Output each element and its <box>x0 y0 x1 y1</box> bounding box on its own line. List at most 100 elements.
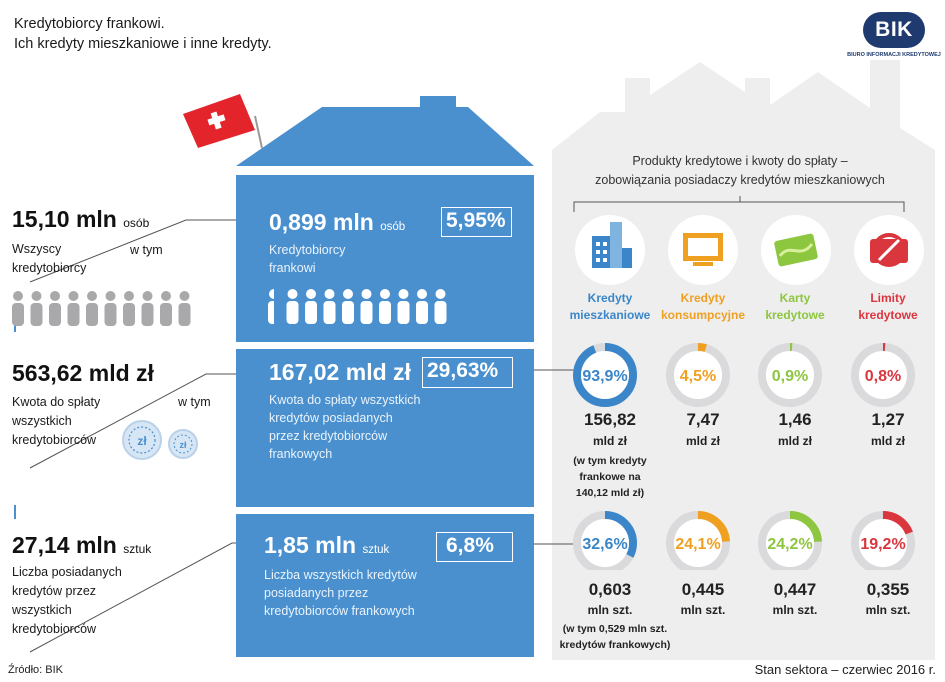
loans-label: Liczba posiadanych kredytów przez wszyst… <box>12 565 122 636</box>
person-icon <box>286 289 299 324</box>
donut-1-2: 24,2% <box>758 511 822 570</box>
flag-pole <box>254 115 263 149</box>
donut-label: 24,2% <box>767 536 812 553</box>
svg-text:zł: zł <box>179 440 187 450</box>
w-tym-label-2: w tym <box>178 395 211 409</box>
person-icon <box>141 291 154 326</box>
w-tym-label-1: w tym <box>130 243 163 257</box>
loans-total: 27,14 mln sztuk <box>12 532 152 558</box>
count-unit-1: mln szt. <box>680 603 726 617</box>
people-icons-box <box>268 288 447 325</box>
borrowers-total: 15,10 mln osób <box>12 206 150 232</box>
panel-bracket <box>573 201 905 212</box>
house-roof <box>236 96 534 166</box>
person-icon <box>49 291 61 326</box>
tv-icon <box>668 215 738 285</box>
donut-arc <box>573 343 637 407</box>
panel-title: Produkty kredytowe i kwoty do spłaty – z… <box>595 154 885 187</box>
amount-note: (w tym kredyty frankowe na 140,12 mld zł… <box>573 455 647 499</box>
person-icon <box>434 289 447 324</box>
franc-amount-box: 167,02 mld zł Kwota do spłaty wszystkich… <box>236 349 534 507</box>
donut-label: 0,9% <box>772 368 808 385</box>
donut-arc <box>666 511 730 570</box>
person-icon <box>178 291 191 326</box>
donut-0-1: 4,5% <box>666 343 730 407</box>
franc-amount-pct: 29,63% <box>427 359 499 382</box>
amount-value-2: 1,46 <box>778 410 812 429</box>
amount-value-3: 1,27 <box>871 410 905 429</box>
donut-arc <box>666 343 730 407</box>
connector-2 <box>29 373 236 469</box>
donut-0-3: 0,8% <box>851 343 915 407</box>
count-value-1: 0,445 <box>681 580 725 599</box>
franc-loans-box: 1,85 mln sztuk Liczba wszystkich kredytó… <box>236 514 534 657</box>
donut-label: 19,2% <box>860 536 905 553</box>
donut-arc <box>758 511 822 570</box>
swiss-flag-icon <box>183 94 255 148</box>
donut-arc <box>758 343 822 407</box>
person-icon <box>30 291 43 326</box>
amount-value-1: 7,47 <box>686 410 720 429</box>
panel-background <box>552 60 935 660</box>
connector-3 <box>29 542 236 653</box>
coin-icons: zł zł <box>122 420 198 460</box>
franc-loans-pct: 6,8% <box>446 534 494 557</box>
donut-label: 4,5% <box>680 368 716 385</box>
donut-label: 32,6% <box>582 536 627 553</box>
category-label-limity: Limity kredytowe <box>858 291 918 322</box>
amount-unit-1: mld zł <box>685 434 720 448</box>
count-unit-0: mln szt. <box>587 603 633 617</box>
person-icon <box>160 291 172 326</box>
person-icon <box>268 288 281 325</box>
donut-arc <box>851 343 915 407</box>
donut-arc <box>851 511 915 570</box>
person-icon <box>104 291 117 326</box>
franc-borrowers-box: 0,899 mln osób Kredytobiorcy frankowi 5,… <box>236 175 534 342</box>
donut-0-0: 93,9% <box>573 343 637 407</box>
person-icon <box>397 289 410 324</box>
person-icon <box>305 289 317 324</box>
amount-unit-3: mld zł <box>870 434 905 448</box>
donut-label: 24,1% <box>675 536 720 553</box>
amount-value-0: 156,82 <box>584 410 636 429</box>
person-icon <box>123 291 135 326</box>
bik-logo: BIK BIURO INFORMACJI KREDYTOWEJ <box>846 12 942 62</box>
no-limit-icon <box>854 215 924 285</box>
page-title: Kredytobiorcy frankowi. Ich kredyty mies… <box>14 16 272 52</box>
connector-1 <box>29 219 236 283</box>
count-unit-2: mln szt. <box>772 603 818 617</box>
count-value-0: 0,603 <box>588 580 632 599</box>
amount-total: 563,62 mld zł <box>12 360 154 386</box>
donut-1-1: 24,1% <box>666 511 730 570</box>
donut-0-2: 0,9% <box>758 343 822 407</box>
amount-unit-0: mld zł <box>592 434 627 448</box>
svg-text:zł: zł <box>137 434 147 448</box>
franc-borrowers-pct: 5,95% <box>446 209 506 232</box>
category-label-konsumpcyjne: Kredyty konsumpcyjne <box>660 291 746 322</box>
donut-arc <box>573 511 637 570</box>
amount-label: Kwota do spłaty wszystkich kredytobiorcó… <box>12 395 101 447</box>
donut-label: 93,9% <box>582 368 627 385</box>
person-icon <box>416 289 428 324</box>
borrowers-label: Wszyscy kredytobiorcy <box>12 242 87 275</box>
donut-charts: 93,9% 4,5% 0,9% 0,8% 32,6% 24,1% 24,2% 19,2% <box>573 343 915 570</box>
people-icons <box>12 291 191 326</box>
donut-1-3: 19,2% <box>851 511 915 570</box>
building-icon <box>575 215 645 285</box>
credit-card-icon <box>761 215 831 285</box>
amount-unit-2: mld zł <box>777 434 812 448</box>
count-value-3: 0,355 <box>866 580 910 599</box>
count-unit-3: mln szt. <box>865 603 911 617</box>
person-icon <box>360 289 373 324</box>
count-value-2: 0,447 <box>773 580 817 599</box>
person-icon <box>342 289 354 324</box>
footer-source: Źródło: BIK <box>8 664 64 676</box>
category-icons <box>575 215 924 285</box>
count-note: (w tym 0,529 mln szt. kredytów frankowyc… <box>559 623 671 651</box>
person-icon <box>12 291 24 326</box>
footer-date: Stan sektora – czerwiec 2016 r. <box>754 662 936 677</box>
donut-label: 0,8% <box>865 368 901 385</box>
category-label-karty: Karty kredytowe <box>765 291 825 322</box>
person-icon <box>67 291 80 326</box>
